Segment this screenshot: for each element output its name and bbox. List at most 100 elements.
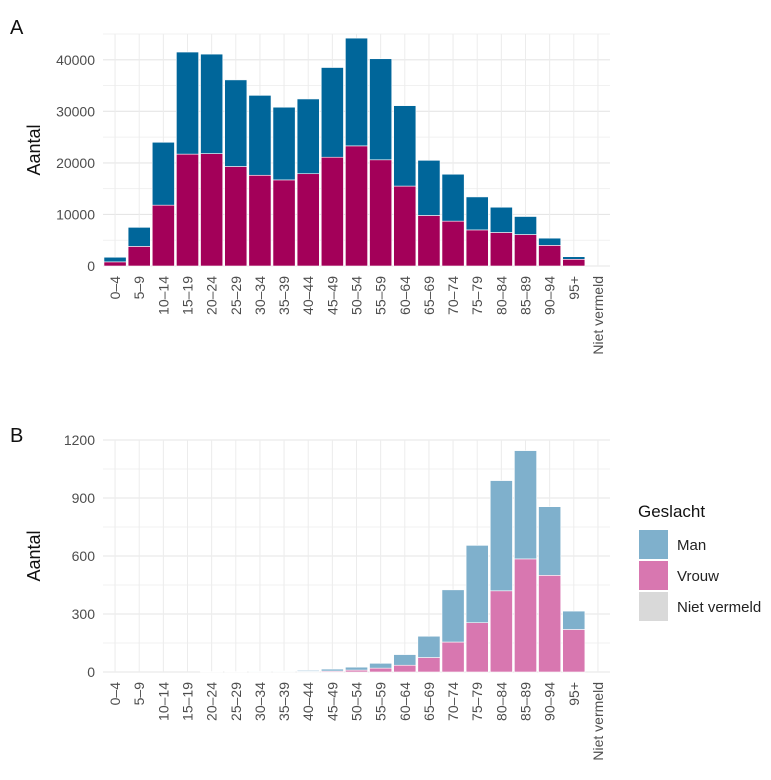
y-tick-label: 10000 [56, 206, 95, 222]
y-tick-label: 30000 [56, 103, 95, 119]
bar-vrouw [489, 232, 513, 267]
x-tick-label: 55–59 [373, 682, 389, 721]
bar-vrouw [393, 664, 417, 673]
x-tick-label: 15–19 [180, 682, 196, 721]
y-tick-label: 1200 [64, 432, 95, 448]
bar-man [489, 206, 513, 233]
bar-man [151, 141, 175, 206]
bar-man [562, 256, 586, 260]
x-tick-label: 30–34 [252, 276, 268, 315]
bar-vrouw [200, 153, 224, 267]
y-tick-label: 40000 [56, 52, 95, 68]
x-tick-label: Niet vermeld [590, 682, 606, 761]
x-tick-label: 85–89 [518, 276, 534, 315]
x-tick-label: Niet vermeld [590, 276, 606, 355]
legend-title: Geslacht [638, 502, 705, 521]
bar-vrouw [345, 145, 368, 267]
bar-man [441, 589, 465, 643]
y-tick-label: 20000 [56, 155, 95, 171]
bar-man [538, 237, 562, 246]
bar-man [200, 53, 224, 154]
chart-panel-b: 0 300 600 900 1200 0–4 5–9 10–14 15–19 20–24 25–29… [24, 432, 610, 761]
bar-vrouw [562, 629, 586, 673]
y-tick-label: 0 [87, 258, 95, 274]
bar-man [465, 545, 489, 623]
bar-man [272, 106, 296, 181]
bar-vrouw [441, 220, 465, 267]
x-tick-label: 40–44 [300, 682, 316, 721]
bar-man [272, 670, 296, 672]
bar-man [248, 95, 272, 176]
x-tick-label: 95+ [566, 682, 582, 706]
legend-label-niet-vermeld: Niet vermeld [677, 599, 761, 616]
bar-man [393, 654, 417, 666]
bar-vrouw [489, 590, 513, 673]
x-tick-label: 85–89 [518, 682, 534, 721]
bar-vrouw [151, 204, 175, 267]
legend: Geslacht Man Vrouw Niet vermeld [638, 502, 761, 621]
bar-vrouw [176, 153, 199, 267]
bar-vrouw [562, 258, 586, 267]
bar-man [489, 480, 513, 592]
x-tick-label: 40–44 [300, 276, 316, 315]
bar-man [320, 67, 344, 158]
bar-man [417, 635, 441, 658]
legend-swatch-niet-vermeld [639, 592, 668, 621]
bar-vrouw [103, 261, 127, 267]
bar-vrouw [417, 657, 441, 673]
x-tick-label: 75–79 [469, 276, 485, 315]
bar-vrouw [369, 159, 393, 267]
x-tick-label: 50–54 [349, 276, 365, 315]
bar-man [369, 662, 393, 669]
bar-vrouw [320, 156, 344, 267]
bar-vrouw [272, 179, 296, 267]
x-tick-label: 35–39 [276, 276, 292, 315]
bar-man [562, 610, 586, 630]
bar-vrouw [127, 246, 151, 267]
bar-vrouw [538, 245, 562, 267]
bar-vrouw [538, 575, 562, 673]
y-tick-label: 0 [87, 664, 95, 680]
bar-vrouw [248, 174, 272, 267]
x-tick-label: 45–49 [324, 682, 340, 721]
bar-man [369, 58, 393, 161]
x-tick-label: 80–84 [493, 276, 509, 315]
bar-vrouw [514, 558, 537, 673]
bar-man [514, 450, 537, 560]
x-tick-label: 5–9 [131, 276, 147, 300]
panel-b-letter: B [10, 425, 23, 447]
bar-vrouw [369, 667, 393, 673]
bar-man [127, 227, 151, 247]
legend-swatch-vrouw [639, 561, 668, 590]
x-tick-label: 90–94 [542, 276, 558, 315]
bar-man [417, 160, 441, 216]
x-tick-label: 10–14 [155, 276, 171, 315]
bar-man [465, 196, 489, 231]
bar-man [224, 79, 248, 167]
x-tick-label: 55–59 [373, 276, 389, 315]
bar-man [441, 173, 465, 222]
bar-man [393, 105, 417, 187]
x-tick-label: 0–4 [107, 276, 123, 300]
x-tick-label: 25–29 [228, 682, 244, 721]
y-axis-title: Aantal [24, 530, 44, 581]
bar-man [514, 216, 537, 235]
x-tick-label: 90–94 [542, 682, 558, 721]
bar-man [296, 670, 320, 672]
x-tick-label: 70–74 [445, 682, 461, 721]
x-tick-label: 65–69 [421, 682, 437, 721]
y-tick-label: 600 [72, 548, 96, 564]
x-tick-label: 30–34 [252, 682, 268, 721]
bar-man [176, 51, 199, 155]
bar-man [296, 98, 320, 175]
x-tick-label: 5–9 [131, 682, 147, 706]
x-tick-label: 95+ [566, 276, 582, 300]
bar-vrouw [224, 166, 248, 267]
bar-vrouw [465, 229, 489, 267]
x-tick-label: 80–84 [493, 682, 509, 721]
x-tick-label: 60–64 [397, 682, 413, 721]
x-tick-label: 20–24 [204, 276, 220, 315]
legend-swatch-man [639, 530, 668, 559]
bar-vrouw [296, 173, 320, 267]
